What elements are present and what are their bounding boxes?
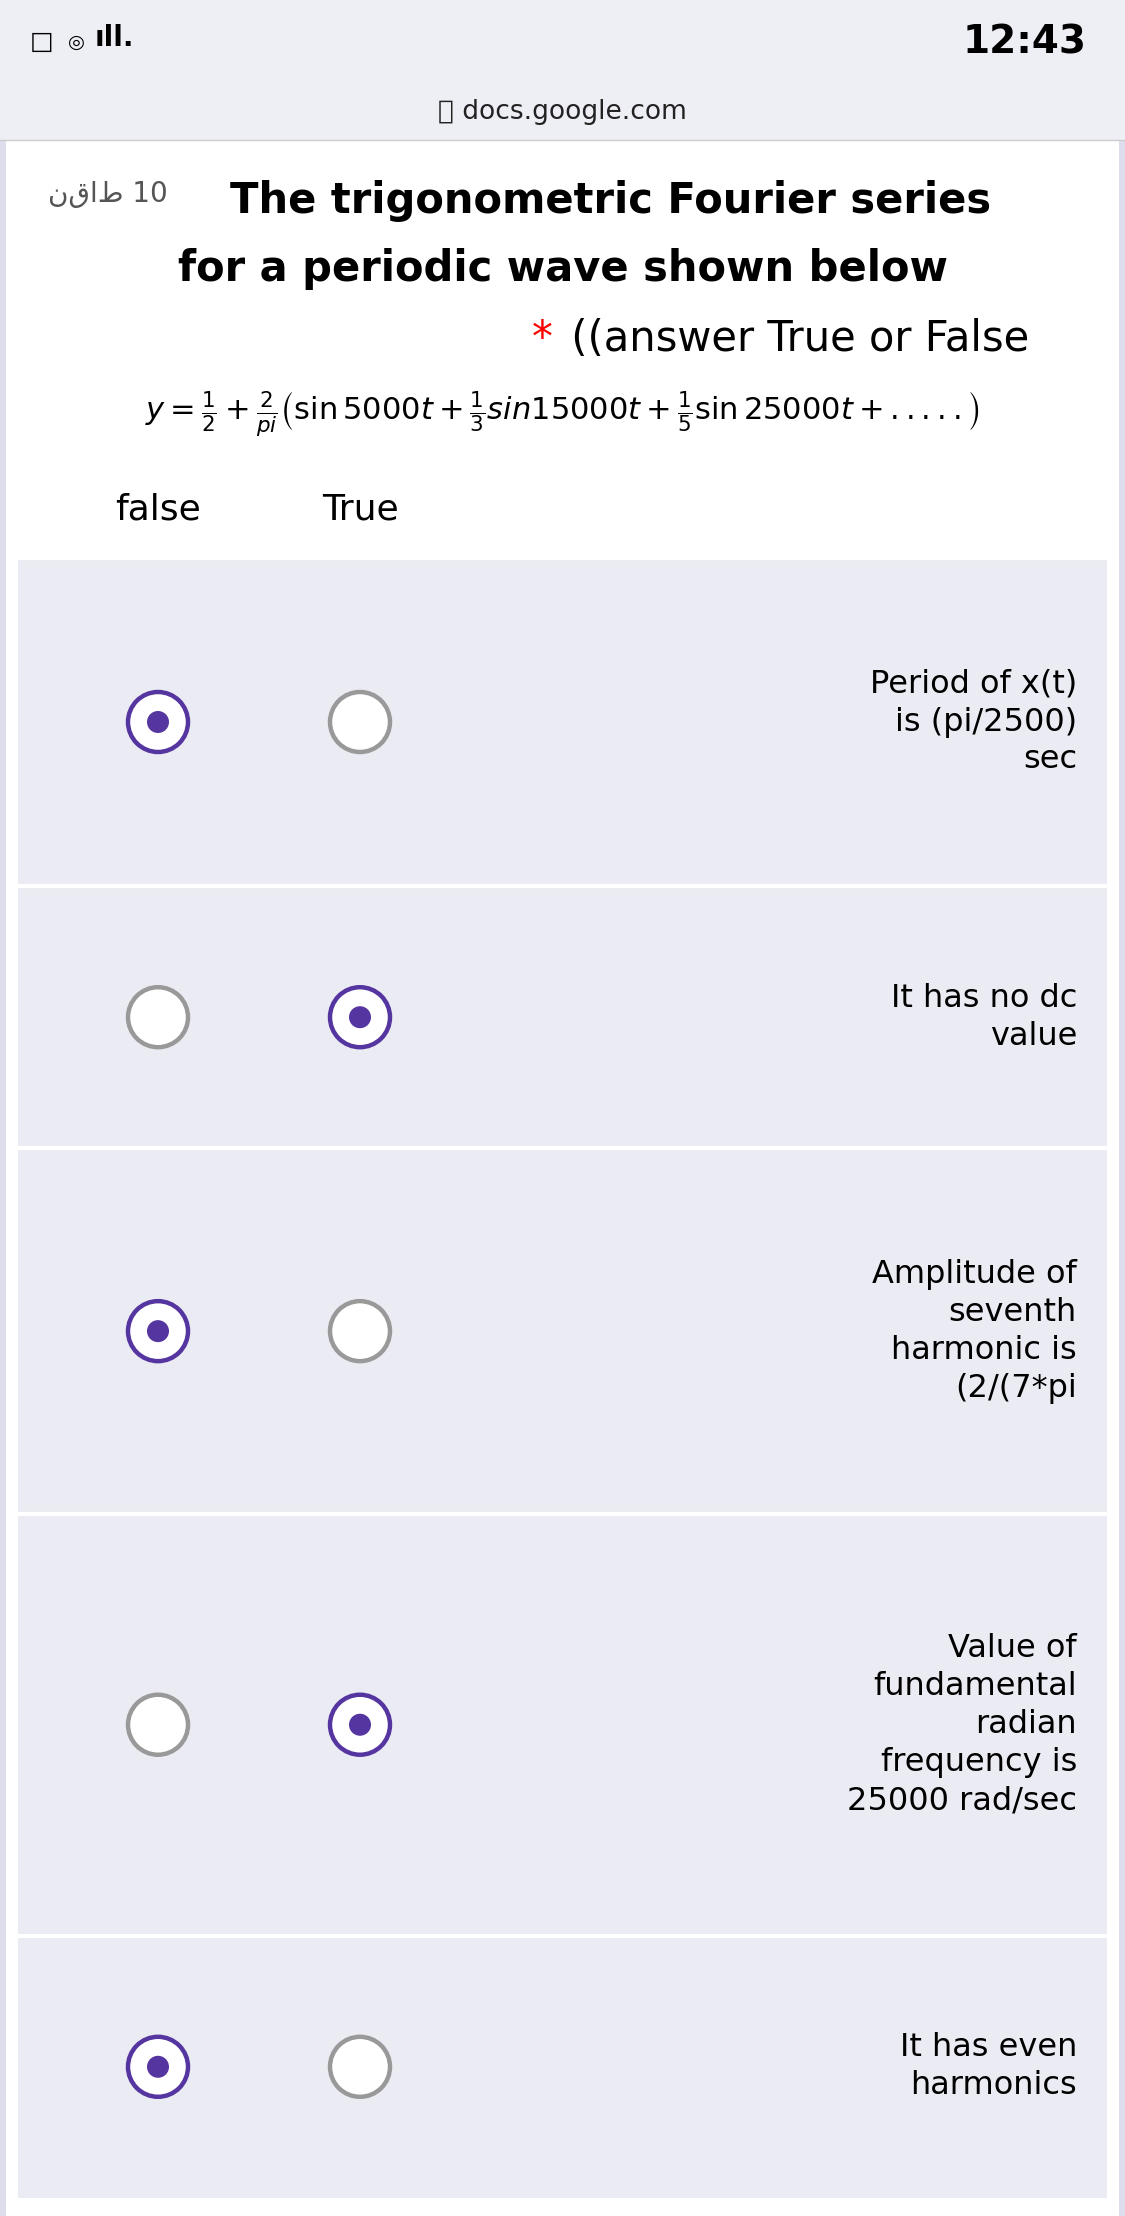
Text: نقاط 10: نقاط 10	[48, 179, 168, 208]
Text: It has no dc: It has no dc	[891, 982, 1077, 1013]
Text: It has even: It has even	[900, 2032, 1077, 2063]
Circle shape	[128, 986, 188, 1048]
Text: (2/(7*pi: (2/(7*pi	[955, 1372, 1077, 1403]
Text: Value of: Value of	[948, 1633, 1077, 1664]
Text: Period of x(t): Period of x(t)	[870, 669, 1077, 700]
Circle shape	[147, 2056, 169, 2079]
FancyBboxPatch shape	[0, 140, 6, 2216]
Text: for a periodic wave shown below: for a periodic wave shown below	[178, 248, 947, 290]
FancyBboxPatch shape	[18, 1514, 1107, 1935]
Circle shape	[147, 1321, 169, 1343]
Circle shape	[128, 691, 188, 751]
Text: □: □	[30, 31, 54, 53]
Circle shape	[330, 986, 390, 1048]
FancyBboxPatch shape	[0, 0, 1125, 84]
Text: True: True	[322, 492, 398, 527]
Text: harmonics: harmonics	[910, 2070, 1077, 2101]
Circle shape	[147, 711, 169, 733]
Text: ıll.: ıll.	[94, 24, 135, 51]
Text: 25000 rad/sec: 25000 rad/sec	[847, 1786, 1077, 1817]
Text: $y = \frac{1}{2} + \frac{2}{pi}\left(\sin 5000t + \frac{1}{3}sin15000t + \frac{1: $y = \frac{1}{2} + \frac{2}{pi}\left(\si…	[145, 390, 980, 441]
Text: 12:43: 12:43	[963, 22, 1087, 62]
FancyBboxPatch shape	[18, 886, 1107, 1148]
Circle shape	[330, 1695, 390, 1755]
FancyBboxPatch shape	[0, 140, 1125, 2216]
Circle shape	[349, 1006, 371, 1028]
Text: frequency is: frequency is	[881, 1746, 1077, 1777]
Text: Amplitude of: Amplitude of	[872, 1259, 1077, 1290]
Text: is (pi/2500): is (pi/2500)	[894, 707, 1077, 738]
Text: fundamental: fundamental	[873, 1671, 1077, 1702]
Text: ◎: ◎	[68, 33, 86, 51]
Circle shape	[330, 691, 390, 751]
FancyBboxPatch shape	[1119, 140, 1125, 2216]
Text: value: value	[990, 1022, 1077, 1053]
Text: 🔒 docs.google.com: 🔒 docs.google.com	[438, 100, 687, 124]
FancyBboxPatch shape	[18, 1148, 1107, 1514]
Circle shape	[330, 2037, 390, 2096]
Text: false: false	[115, 492, 201, 527]
Circle shape	[128, 1695, 188, 1755]
Circle shape	[128, 1301, 188, 1361]
FancyBboxPatch shape	[18, 1935, 1107, 2198]
Text: harmonic is: harmonic is	[891, 1334, 1077, 1365]
Circle shape	[330, 1301, 390, 1361]
Text: The trigonometric Fourier series: The trigonometric Fourier series	[229, 179, 991, 222]
Text: seventh: seventh	[948, 1296, 1077, 1327]
Text: radian: radian	[975, 1709, 1077, 1740]
Text: ((answer True or False: ((answer True or False	[558, 319, 1028, 359]
Circle shape	[349, 1713, 371, 1735]
Circle shape	[128, 2037, 188, 2096]
Text: sec: sec	[1023, 745, 1077, 776]
Text: *: *	[532, 319, 552, 359]
FancyBboxPatch shape	[18, 558, 1107, 886]
